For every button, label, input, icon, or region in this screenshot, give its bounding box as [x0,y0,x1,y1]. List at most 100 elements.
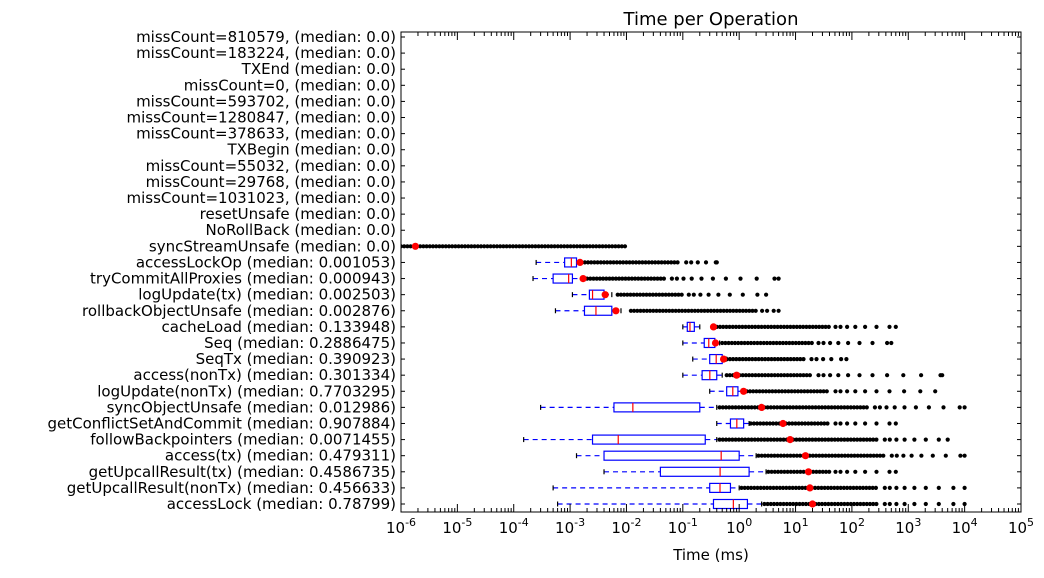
outlier-point [759,324,764,329]
outlier-point [672,260,677,265]
outlier-point [628,292,633,297]
outlier-point [824,389,829,394]
outlier-point [507,244,512,249]
outlier-point [717,324,723,329]
outlier-point [829,485,834,490]
outlier-point [817,453,822,458]
outlier-point [815,389,820,394]
outlier-point [902,389,907,394]
box-series [682,337,894,349]
outlier-point [626,276,631,281]
outlier-point [629,276,635,281]
outlier-point [641,308,646,313]
outlier-point [813,324,819,329]
outlier-point [821,357,826,362]
category-label: accessLock (median: 0.78799) [167,495,396,513]
outlier-point [740,373,745,378]
outlier-point [450,244,455,249]
outlier-point [803,501,809,507]
outlier-point [762,437,767,442]
outlier-point [760,389,765,394]
outlier-point [739,485,744,490]
outlier-point [957,405,962,410]
outlier-point [737,357,742,362]
box-series [692,353,849,365]
category-label: getUpcallResult(tx) (median: 0.4586735) [89,463,396,481]
outlier-point [810,324,815,329]
outlier-point [940,373,945,378]
outlier-point [842,405,847,410]
x-tick-base: 10 [782,519,801,537]
outlier-point [730,437,735,442]
outlier-point [816,485,821,490]
outlier-point [456,244,461,249]
outlier-point [790,421,795,426]
outlier-point [644,308,650,313]
outlier-point [821,389,826,394]
mean-marker [733,371,741,379]
outlier-point [826,453,832,458]
outlier-point [673,308,678,313]
x-tick-base: 10 [895,519,914,537]
box-series [603,466,898,477]
outlier-point [610,276,615,281]
outlier-point [643,260,648,265]
outlier-point [475,244,480,249]
outlier-point [881,453,886,458]
outlier-point [882,485,887,490]
outlier-point [800,485,805,490]
outlier-point [870,340,875,346]
outlier-point [870,485,875,490]
outlier-point [753,308,758,313]
outlier-point [772,324,777,329]
outlier-point [652,276,657,281]
chart-title: Time per Operation [623,9,799,30]
outlier-point [926,405,932,410]
x-axis-label: Time (ms) [672,546,749,564]
outlier-point [811,389,817,394]
outlier-point [839,405,844,410]
outlier-point [742,340,747,346]
outlier-point [597,244,602,249]
box-series [535,257,719,268]
outlier-point [592,260,597,265]
iqr-box [552,273,574,284]
outlier-point [846,340,851,346]
outlier-point [752,340,757,346]
x-tick-base: 10 [611,519,630,537]
category-label: missCount=55032, (median: 0.0) [146,157,396,175]
outlier-point [865,453,870,458]
outlier-point [962,453,967,458]
outlier-point [676,292,681,297]
outlier-point [610,244,615,249]
outlier-point [829,405,834,410]
outlier-point [887,501,892,507]
x-tick-label: 10-4 [499,516,529,537]
category-label: syncObjectUnsafe (median: 0.012986) [107,398,396,416]
outlier-point [874,469,879,474]
outlier-point [562,244,567,249]
outlier-point [874,501,879,507]
outlier-point [600,244,605,249]
outlier-point [769,469,774,474]
outlier-point [705,308,710,313]
box-series [532,273,781,284]
category-label: logUpdate(tx) (median: 0.002503) [138,286,396,304]
x-tick-base: 10 [726,519,745,537]
outlier-point [645,276,651,281]
box-series [552,482,967,493]
outlier-point [887,324,892,329]
outlier-point [889,453,894,458]
outlier-point [692,308,698,313]
outlier-point [750,308,755,313]
outlier-point [756,324,761,329]
iqr-box [583,305,613,316]
outlier-point [863,389,868,394]
outlier-point [641,292,646,297]
outlier-point [829,501,834,507]
outlier-point [814,453,819,458]
outlier-point [775,437,780,442]
outlier-point [775,405,780,410]
outlier-point [787,340,792,346]
outlier-point [838,324,843,329]
